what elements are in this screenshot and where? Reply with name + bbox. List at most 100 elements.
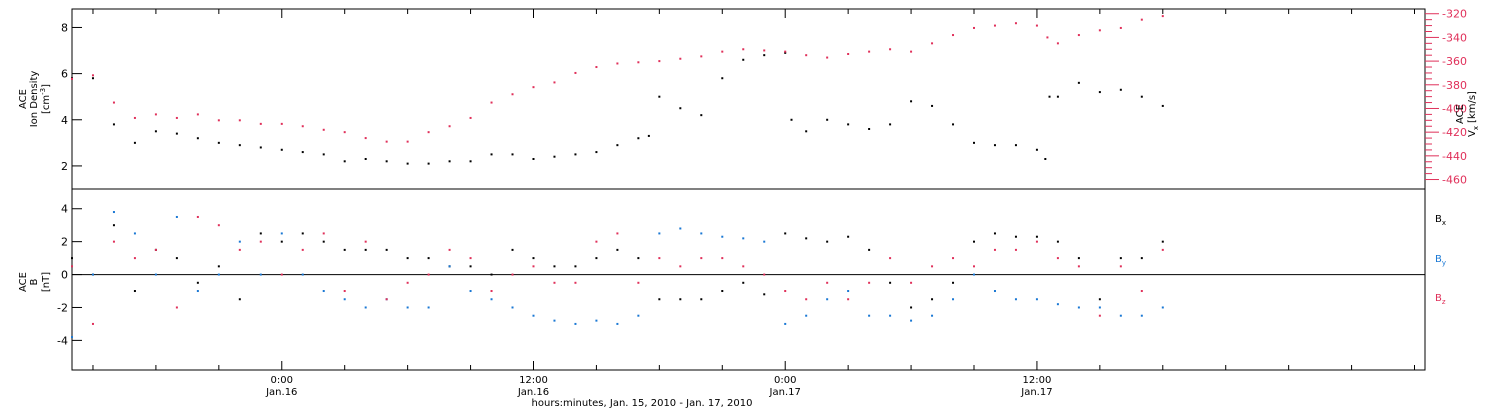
data-point bbox=[532, 265, 535, 268]
data-point bbox=[1014, 22, 1017, 25]
data-point bbox=[406, 306, 409, 309]
ytick-label: 2 bbox=[61, 236, 68, 249]
data-point bbox=[133, 116, 136, 119]
data-point bbox=[553, 281, 556, 284]
data-point bbox=[790, 118, 793, 121]
data-point bbox=[1119, 257, 1122, 260]
data-point bbox=[71, 77, 73, 80]
data-point bbox=[343, 290, 346, 293]
data-point bbox=[1077, 265, 1080, 268]
right-ytick-label: -460 bbox=[1442, 174, 1467, 187]
data-point bbox=[322, 290, 325, 293]
data-point bbox=[805, 237, 808, 240]
data-point bbox=[1077, 34, 1080, 37]
data-point bbox=[532, 86, 535, 89]
data-point bbox=[1140, 18, 1143, 21]
data-point bbox=[364, 248, 367, 251]
data-point bbox=[301, 248, 304, 251]
data-point bbox=[889, 123, 892, 126]
data-point bbox=[175, 306, 178, 309]
data-point bbox=[469, 116, 472, 119]
data-point bbox=[1119, 88, 1122, 91]
data-point bbox=[637, 61, 640, 64]
data-point bbox=[238, 240, 241, 243]
data-point bbox=[847, 235, 850, 238]
data-point bbox=[889, 257, 892, 260]
data-point bbox=[889, 281, 892, 284]
data-point bbox=[973, 141, 975, 144]
data-point bbox=[1014, 235, 1017, 238]
data-point bbox=[700, 114, 703, 117]
data-point bbox=[364, 158, 367, 160]
data-point bbox=[217, 273, 220, 276]
data-point bbox=[993, 24, 996, 27]
data-point bbox=[553, 265, 556, 268]
data-point bbox=[784, 50, 787, 53]
data-point bbox=[1035, 240, 1038, 243]
data-point bbox=[647, 134, 650, 137]
data-point bbox=[511, 153, 514, 156]
data-point bbox=[427, 162, 430, 165]
data-point bbox=[1077, 257, 1080, 260]
data-point bbox=[343, 131, 346, 134]
data-point bbox=[637, 257, 640, 260]
ytick-label: -4 bbox=[57, 334, 68, 347]
data-point bbox=[217, 224, 220, 227]
data-point bbox=[637, 281, 640, 284]
right-ytick-label: -340 bbox=[1442, 31, 1467, 44]
data-point bbox=[679, 265, 682, 268]
top-left-ylabel-unit: [cm-3] bbox=[39, 84, 52, 114]
data-point bbox=[910, 319, 913, 322]
data-point bbox=[1161, 240, 1164, 243]
data-point bbox=[889, 48, 892, 51]
data-point bbox=[1140, 257, 1143, 260]
top-right-ylabel-line1: ACE bbox=[1455, 104, 1466, 124]
data-point bbox=[1077, 81, 1080, 84]
data-point bbox=[133, 257, 136, 260]
data-point bbox=[616, 322, 619, 325]
data-point bbox=[1161, 306, 1164, 309]
data-point bbox=[763, 54, 766, 57]
data-point bbox=[595, 257, 598, 260]
data-point bbox=[1140, 95, 1143, 98]
ytick-label: 6 bbox=[61, 68, 68, 81]
data-point bbox=[868, 248, 871, 251]
data-point bbox=[1044, 158, 1047, 160]
data-point bbox=[1161, 15, 1164, 18]
ytick-label: 4 bbox=[61, 203, 68, 216]
data-point bbox=[721, 77, 724, 80]
data-point bbox=[721, 290, 724, 293]
data-point bbox=[931, 314, 934, 317]
data-point bbox=[112, 224, 115, 227]
data-point bbox=[805, 54, 808, 57]
data-point bbox=[196, 290, 199, 293]
data-point bbox=[259, 240, 262, 243]
data-point bbox=[427, 306, 430, 309]
data-point bbox=[196, 113, 199, 116]
v-sub: x bbox=[1472, 126, 1480, 130]
data-point bbox=[931, 298, 934, 301]
right-ytick-label: -420 bbox=[1442, 126, 1467, 139]
data-point bbox=[490, 101, 493, 104]
series-left bbox=[71, 51, 1164, 165]
data-point bbox=[847, 290, 850, 293]
data-point bbox=[679, 298, 682, 301]
legend-bx-sub: x bbox=[1442, 219, 1446, 227]
series-right bbox=[71, 15, 1164, 143]
data-point bbox=[805, 130, 808, 133]
data-point bbox=[784, 51, 787, 54]
data-point bbox=[175, 215, 178, 218]
data-point bbox=[280, 232, 283, 235]
data-point bbox=[91, 77, 94, 80]
data-point bbox=[574, 153, 577, 156]
data-point bbox=[154, 273, 157, 276]
bottom-ylabel-unit: [nT] bbox=[41, 272, 52, 292]
data-point bbox=[175, 257, 178, 260]
data-point bbox=[700, 298, 703, 301]
data-point bbox=[763, 49, 766, 52]
bottom-panel-frame bbox=[71, 188, 1426, 371]
data-point bbox=[595, 66, 598, 69]
data-point bbox=[952, 123, 955, 126]
data-point bbox=[406, 140, 409, 143]
xtick-time-label: 12:00 bbox=[519, 375, 548, 386]
